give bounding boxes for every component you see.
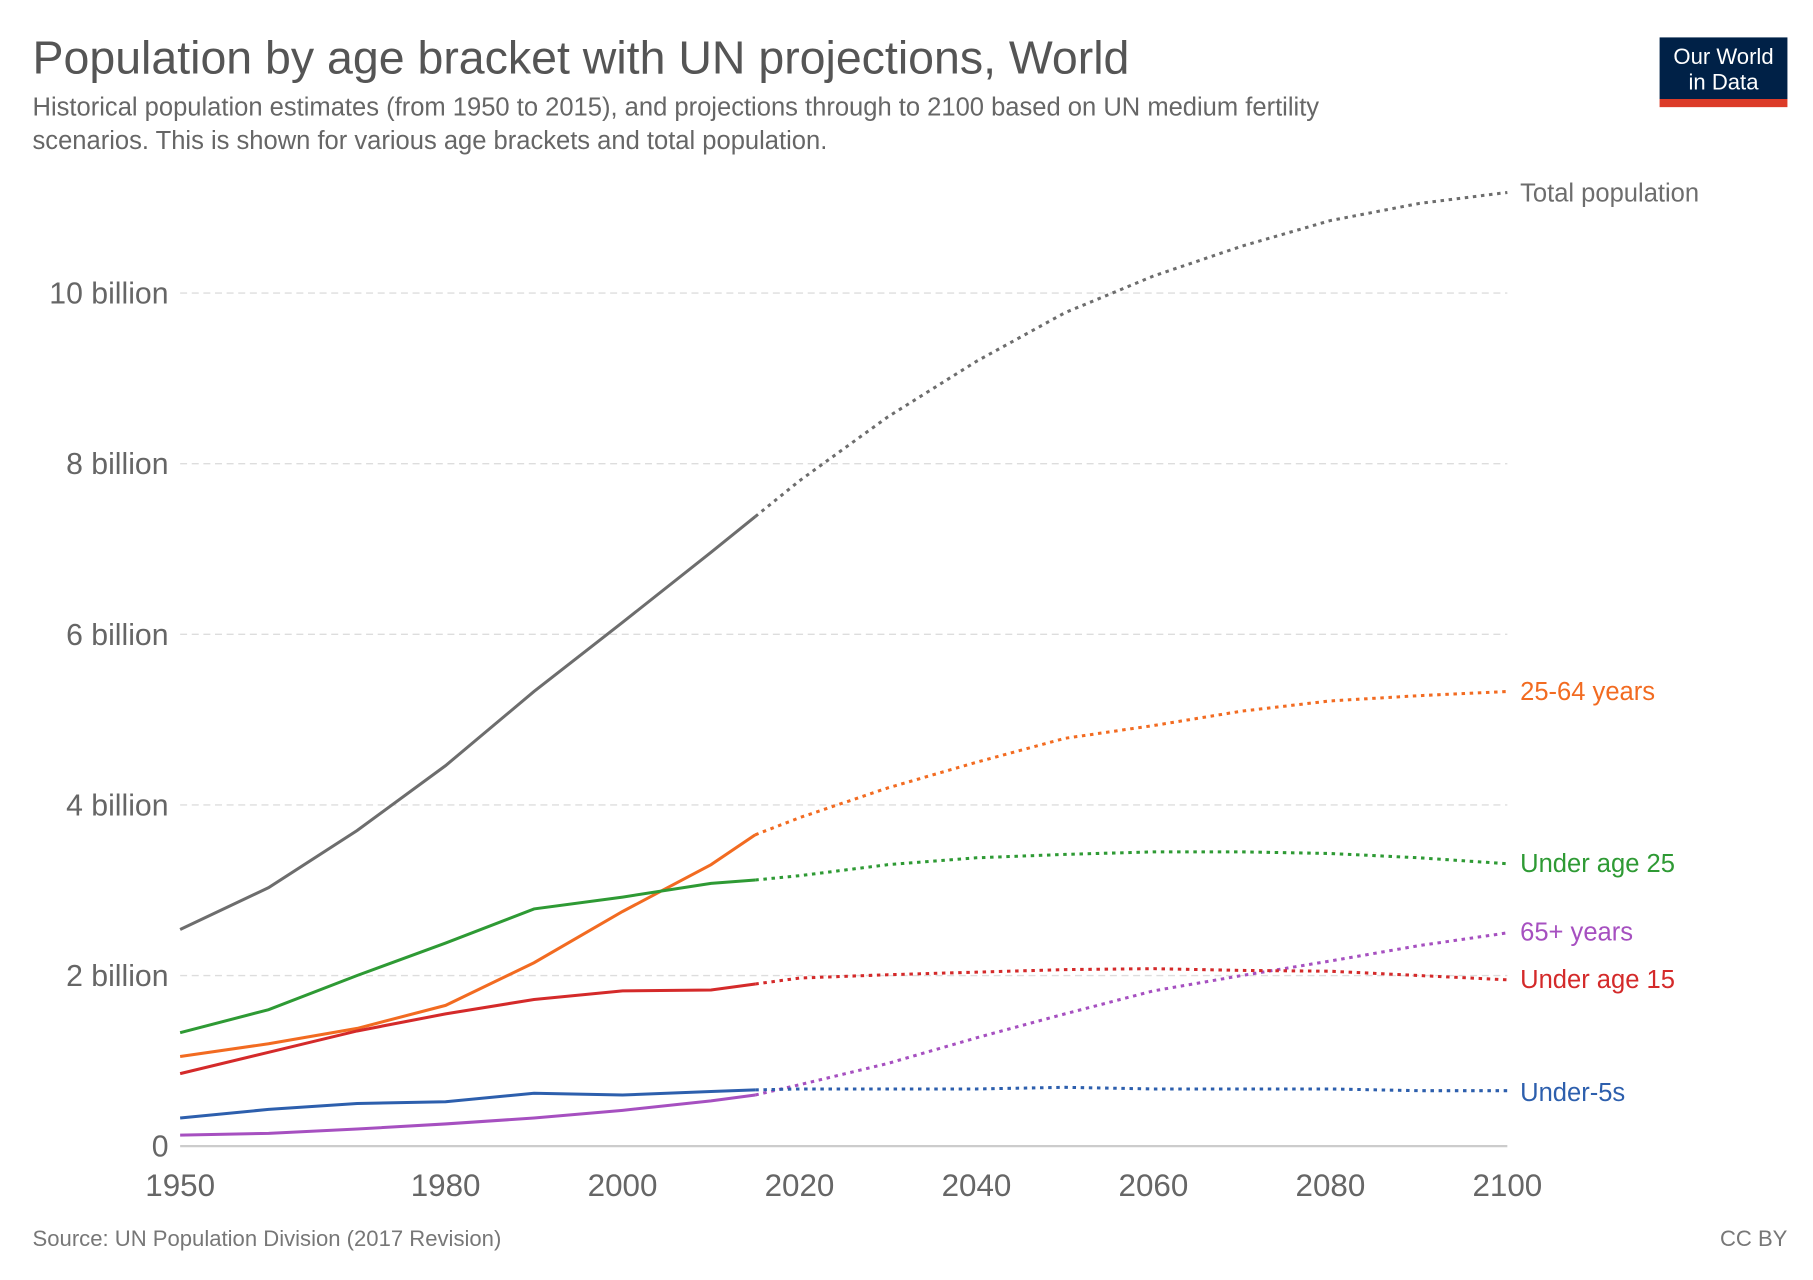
series-line-historical bbox=[179, 878, 756, 1035]
series-label: Under age 25 bbox=[1520, 850, 1675, 878]
x-tick-label: 1980 bbox=[411, 1168, 481, 1203]
logo-text-line1: Our World bbox=[1673, 44, 1773, 69]
y-tick-label: 8 billion bbox=[66, 448, 168, 481]
chart-subtitle-line2: scenarios. This is shown for various age… bbox=[33, 127, 828, 155]
license-link[interactable]: CC BY bbox=[1720, 1226, 1788, 1251]
y-tick-label: 10 billion bbox=[49, 278, 168, 311]
series-label: Under age 15 bbox=[1520, 966, 1675, 994]
x-tick-label: 2060 bbox=[1119, 1168, 1189, 1203]
series-label: Under-5s bbox=[1520, 1079, 1625, 1107]
x-tick-label: 2000 bbox=[588, 1168, 658, 1203]
series-line-historical bbox=[180, 1093, 756, 1137]
series-line-projection bbox=[755, 967, 1508, 986]
owid-logo[interactable]: Our World in Data bbox=[1659, 37, 1788, 108]
logo-background bbox=[1659, 37, 1788, 100]
y-tick-label: 0 bbox=[152, 1131, 169, 1164]
series-line-historical bbox=[179, 982, 756, 1076]
logo-red-bar bbox=[1659, 99, 1788, 108]
series-line-historical bbox=[179, 1088, 756, 1120]
series-line-projection bbox=[754, 931, 1508, 1097]
y-tick-label: 4 billion bbox=[66, 789, 168, 822]
y-tick-label: 6 billion bbox=[66, 619, 168, 652]
x-tick-label: 2020 bbox=[765, 1168, 835, 1203]
x-tick-label: 2080 bbox=[1296, 1168, 1366, 1203]
chart-title: Population by age bracket with UN projec… bbox=[33, 31, 1130, 83]
series-line-historical bbox=[179, 515, 757, 931]
series-line-projection bbox=[754, 190, 1508, 518]
x-tick-label: 2040 bbox=[942, 1168, 1012, 1203]
source-note: Source: UN Population Division (2017 Rev… bbox=[33, 1226, 502, 1251]
series-line-projection bbox=[755, 850, 1508, 882]
series-label: 25-64 years bbox=[1520, 678, 1655, 706]
series-line-projection bbox=[754, 689, 1508, 837]
series-label: 65+ years bbox=[1520, 918, 1633, 946]
logo-text-line2: in Data bbox=[1689, 70, 1760, 95]
series-label: Total population bbox=[1520, 179, 1699, 207]
series-line-projection bbox=[755, 1085, 1508, 1093]
series-line-historical bbox=[179, 833, 757, 1059]
y-tick-label: 2 billion bbox=[66, 960, 168, 993]
x-tick-label: 2100 bbox=[1472, 1168, 1542, 1203]
chart-subtitle-line1: Historical population estimates (from 19… bbox=[33, 93, 1320, 121]
x-tick-label: 1950 bbox=[145, 1168, 215, 1203]
